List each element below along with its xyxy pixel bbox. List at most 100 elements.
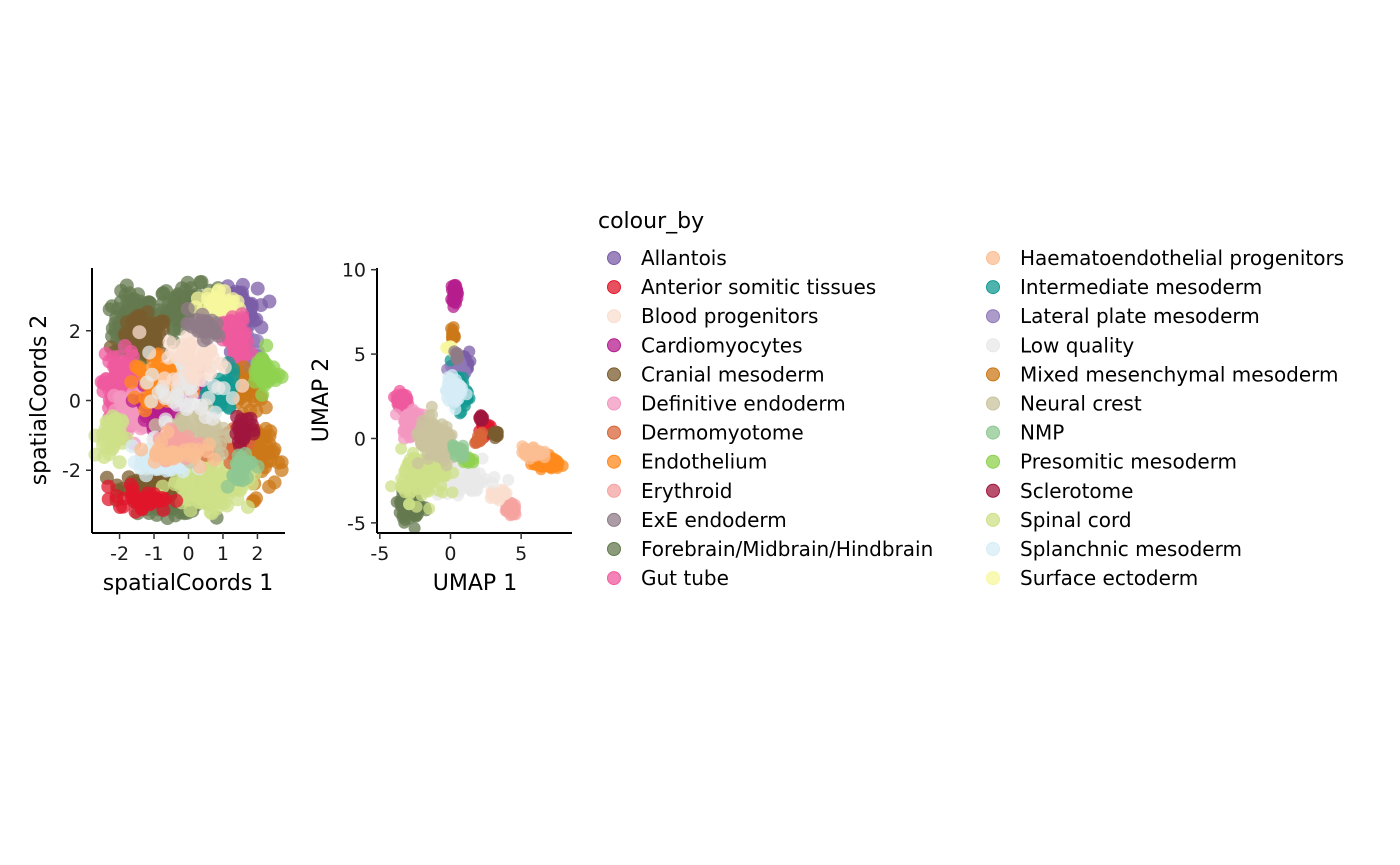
point	[194, 275, 209, 289]
point	[466, 484, 479, 497]
point	[390, 408, 402, 421]
point	[239, 470, 254, 485]
point	[102, 302, 117, 317]
point	[454, 382, 467, 395]
legend-label: Splanchnic mesoderm	[1020, 537, 1242, 561]
point	[426, 408, 438, 421]
legend-label: Cardiomyocytes	[641, 333, 803, 357]
legend-label: Presomitic mesoderm	[1020, 450, 1237, 474]
legend-label: Gut tube	[641, 566, 729, 590]
legend-label: Definitive endoderm	[641, 392, 846, 416]
legend-swatch	[607, 367, 621, 382]
point	[486, 490, 499, 503]
point	[156, 286, 171, 301]
legend-item: Cranial mesoderm	[607, 362, 825, 386]
legend-swatch	[986, 251, 1000, 265]
point	[548, 455, 561, 468]
point	[443, 386, 456, 399]
y-tick-label: 5	[354, 344, 366, 366]
legend-swatch	[607, 280, 621, 295]
legend-item: Sclerotome	[986, 479, 1133, 503]
legend-label: Intermediate mesoderm	[1020, 275, 1262, 299]
x-tick-label: -2	[110, 543, 129, 565]
point	[170, 449, 185, 464]
point	[132, 325, 147, 340]
point	[246, 426, 261, 441]
legend-swatch	[607, 571, 621, 586]
point	[106, 438, 121, 453]
point	[500, 504, 513, 517]
point	[131, 287, 146, 302]
point	[184, 442, 199, 457]
legend-swatch	[986, 367, 1000, 382]
point	[180, 302, 195, 316]
legend-swatch	[986, 454, 1000, 469]
legend-swatch	[986, 483, 1000, 498]
point	[124, 344, 139, 359]
umap-points-layer	[385, 278, 569, 535]
legend-label: Low quality	[1020, 333, 1134, 357]
umap-panel: -5 0 5 -5 0 5 10 UMAP 1 UMAP 2	[309, 260, 572, 596]
point	[188, 343, 203, 358]
legend-swatch	[607, 425, 621, 440]
point	[452, 349, 465, 362]
point	[109, 411, 124, 426]
point	[235, 378, 250, 393]
point	[230, 294, 245, 309]
legend-label: Endothelium	[641, 450, 767, 474]
point	[152, 303, 167, 318]
point	[432, 484, 445, 497]
legend-item: Blood progenitors	[607, 304, 818, 328]
spatial-points-layer	[88, 275, 289, 526]
point	[142, 345, 157, 360]
legend-label: Neural crest	[1020, 392, 1142, 416]
spatial-y-axis-title: spatialCoords 2	[27, 315, 52, 486]
legend-label: Dermomyotome	[641, 421, 804, 445]
legend-item: Neural crest	[986, 392, 1142, 416]
point	[402, 458, 415, 471]
point	[212, 394, 227, 409]
point	[474, 410, 487, 423]
umap-y-axis-title: UMAP 2	[309, 358, 334, 442]
legend-swatch	[986, 542, 1000, 556]
point	[452, 393, 465, 405]
umap-ticks: -5 0 5 -5 0 5 10	[342, 260, 527, 565]
point	[428, 466, 441, 479]
point	[114, 283, 129, 298]
point	[457, 439, 469, 452]
x-tick-label: 0	[182, 543, 194, 565]
legend-swatch	[986, 280, 1000, 295]
legend-item: Haematoendothelial progenitors	[986, 246, 1344, 270]
umap-x-axis-title: UMAP 1	[433, 571, 517, 596]
legend-swatch	[986, 338, 1000, 353]
x-tick-label: 1	[217, 543, 229, 565]
point	[166, 372, 181, 387]
point	[176, 464, 190, 479]
point	[201, 474, 216, 489]
legend-swatch	[607, 483, 621, 498]
legend-item: Intermediate mesoderm	[986, 275, 1262, 299]
legend-item: Splanchnic mesoderm	[986, 537, 1242, 561]
point	[250, 358, 265, 373]
point	[205, 411, 220, 426]
y-tick-label: -5	[347, 513, 366, 535]
point	[423, 432, 436, 445]
point	[490, 425, 503, 438]
point	[423, 502, 436, 515]
point	[240, 500, 255, 515]
point	[169, 387, 184, 402]
point	[476, 452, 489, 465]
legend-items: Allantois Anterior somitic tissues Blood p…	[607, 246, 1344, 590]
legend-swatch	[986, 425, 1000, 440]
point	[410, 428, 423, 441]
legend-swatch	[986, 571, 1000, 586]
legend-item: Forebrain/Midbrain/Hindbrain	[607, 537, 933, 561]
point	[212, 298, 227, 313]
legend-item: Erythroid	[607, 479, 732, 503]
point	[150, 333, 165, 348]
point	[224, 332, 239, 347]
point	[262, 479, 277, 494]
point	[200, 324, 215, 339]
legend-item: Definitive endoderm	[607, 392, 846, 416]
